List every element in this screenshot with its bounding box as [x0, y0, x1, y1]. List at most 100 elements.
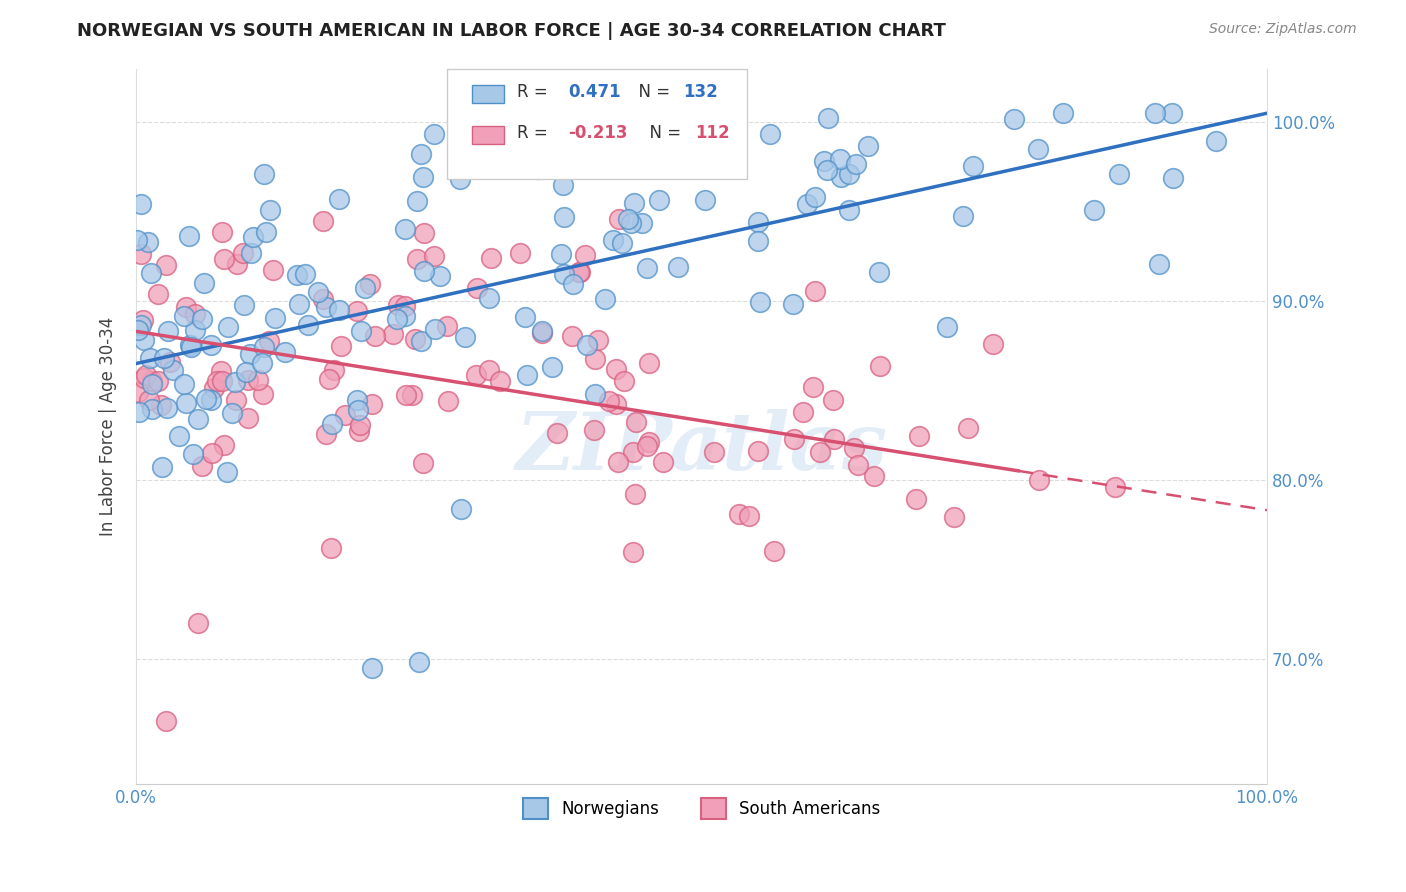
Point	[595, 292, 617, 306]
Text: 112: 112	[695, 124, 730, 143]
Text: Source: ZipAtlas.com: Source: ZipAtlas.com	[1209, 22, 1357, 37]
Point	[454, 330, 477, 344]
Point	[152, 460, 174, 475]
Point	[361, 660, 384, 674]
Point	[801, 380, 824, 394]
Point	[808, 445, 831, 459]
Text: R =: R =	[517, 124, 553, 143]
Point	[187, 615, 209, 630]
Point	[479, 252, 502, 266]
Point	[868, 265, 890, 279]
Point	[908, 429, 931, 443]
Point	[221, 406, 243, 420]
Point	[274, 345, 297, 359]
Point	[315, 426, 337, 441]
Point	[179, 337, 201, 351]
Point	[450, 502, 472, 516]
Point	[246, 372, 269, 386]
Point	[181, 446, 204, 460]
Point	[605, 361, 627, 376]
Point	[162, 363, 184, 377]
Point	[583, 352, 606, 367]
Point	[225, 392, 247, 407]
Point	[478, 291, 501, 305]
Point	[412, 456, 434, 470]
Point	[395, 388, 418, 402]
Point	[952, 209, 974, 223]
Y-axis label: In Labor Force | Age 30-34: In Labor Force | Age 30-34	[100, 317, 117, 536]
Point	[582, 423, 605, 437]
Point	[936, 319, 959, 334]
Point	[173, 310, 195, 324]
Point	[636, 439, 658, 453]
Point	[478, 363, 501, 377]
Point	[568, 265, 591, 279]
Point	[180, 340, 202, 354]
Point	[263, 263, 285, 277]
Point	[232, 245, 254, 260]
Point	[703, 444, 725, 458]
Point	[252, 355, 274, 369]
Point	[139, 351, 162, 365]
Point	[845, 157, 868, 171]
Point	[146, 374, 169, 388]
Point	[869, 359, 891, 373]
Point	[598, 394, 620, 409]
Point	[159, 354, 181, 368]
Point	[127, 233, 149, 247]
Point	[149, 398, 172, 412]
Point	[361, 397, 384, 411]
Point	[728, 508, 751, 522]
Point	[540, 359, 562, 374]
Point	[254, 225, 277, 239]
Point	[1026, 142, 1049, 156]
Point	[141, 401, 163, 416]
Point	[759, 128, 782, 142]
Point	[516, 368, 538, 382]
Point	[202, 381, 225, 395]
Point	[488, 374, 510, 388]
Point	[211, 374, 233, 388]
Point	[623, 196, 645, 211]
Point	[359, 277, 381, 291]
Point	[381, 327, 404, 342]
Point	[155, 714, 177, 728]
Point	[319, 541, 342, 556]
Text: ZIPatlas: ZIPatlas	[516, 409, 887, 486]
Point	[173, 376, 195, 391]
Point	[138, 392, 160, 407]
Point	[738, 509, 761, 524]
Point	[467, 281, 489, 295]
Point	[132, 334, 155, 348]
Point	[804, 190, 827, 204]
Point	[193, 276, 215, 290]
Point	[253, 167, 276, 181]
Point	[312, 214, 335, 228]
Point	[187, 411, 209, 425]
FancyBboxPatch shape	[447, 69, 747, 179]
Point	[252, 387, 274, 401]
Point	[177, 229, 200, 244]
Point	[347, 424, 370, 438]
Point	[747, 234, 769, 248]
Point	[174, 300, 197, 314]
Point	[236, 410, 259, 425]
Point	[830, 170, 852, 185]
Point	[408, 655, 430, 669]
Point	[141, 374, 163, 388]
Point	[586, 333, 609, 347]
Point	[349, 418, 371, 433]
Point	[191, 312, 214, 326]
Point	[607, 211, 630, 226]
Point	[862, 469, 884, 483]
Point	[205, 374, 228, 388]
Point	[141, 377, 163, 392]
Point	[236, 374, 259, 388]
Point	[156, 401, 179, 415]
Point	[346, 393, 368, 408]
Bar	[472, 127, 503, 145]
Point	[648, 193, 671, 207]
Point	[621, 444, 644, 458]
Point	[436, 393, 458, 408]
Point	[191, 459, 214, 474]
